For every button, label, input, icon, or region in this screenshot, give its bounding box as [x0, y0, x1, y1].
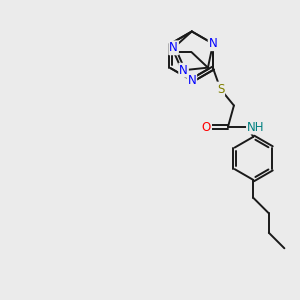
- Text: NH: NH: [247, 121, 265, 134]
- Text: N: N: [188, 74, 196, 87]
- Text: N: N: [208, 37, 217, 50]
- Text: O: O: [202, 121, 211, 134]
- Text: N: N: [169, 41, 178, 54]
- Text: N: N: [179, 64, 188, 77]
- Text: S: S: [217, 82, 224, 96]
